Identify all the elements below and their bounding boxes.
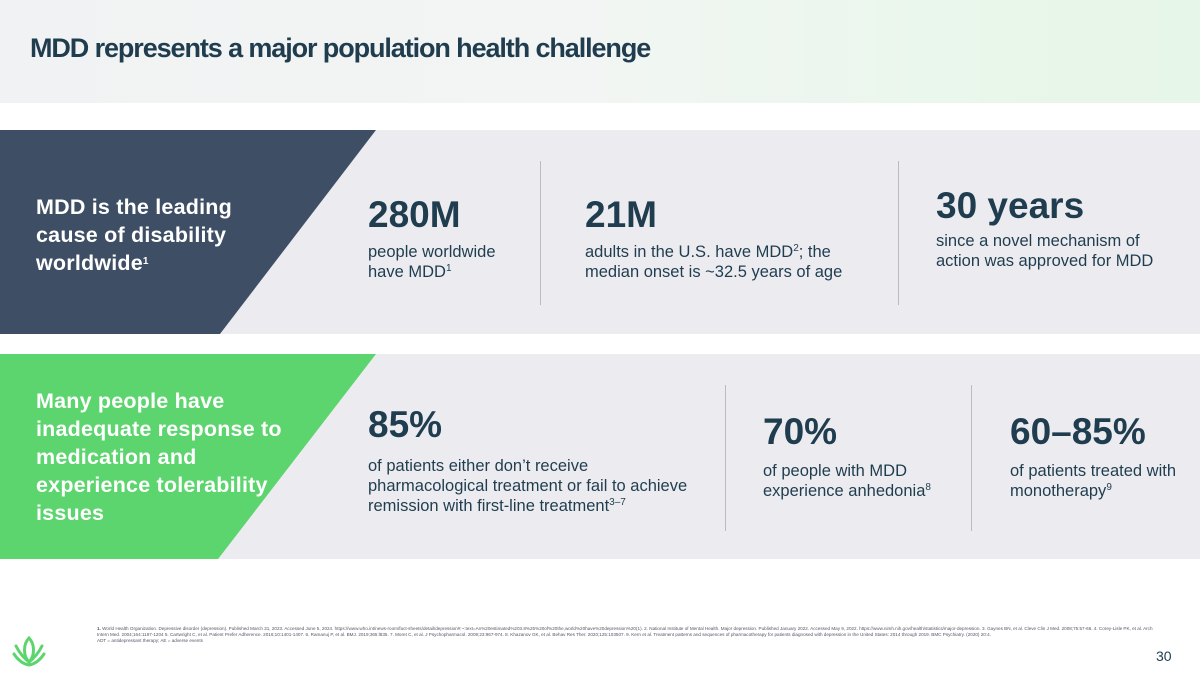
stat-description: of people with MDD experience anhedonia8 xyxy=(763,462,931,500)
divider xyxy=(898,161,899,305)
divider xyxy=(725,385,726,531)
stats-band-disability: MDD is the leading cause of disability w… xyxy=(0,130,1200,334)
header-band xyxy=(0,0,1200,103)
stat-value: 85% xyxy=(368,404,443,445)
stat-description: adults in the U.S. have MDD2; the median… xyxy=(585,243,843,281)
stat-85-percent: 85% of patients either don’t receive pha… xyxy=(368,404,708,516)
page-title: MDD represents a major population health… xyxy=(30,33,651,63)
references: 1. World Health Organization. Depressive… xyxy=(97,626,1153,637)
divider xyxy=(971,385,972,531)
stat-280m: 280M people worldwide have MDD1 xyxy=(368,194,528,282)
stat-30-years: 30 years since a novel mechanism of acti… xyxy=(936,185,1176,271)
stat-value: 21M xyxy=(585,194,657,235)
stat-value: 30 years xyxy=(936,185,1085,226)
banner-response-text: Many people have inadequate response to … xyxy=(36,389,282,525)
stat-description: of patients treated with monotherapy9 xyxy=(1010,462,1177,500)
stat-description: of patients either don’t receive pharmac… xyxy=(368,457,688,515)
stat-description: since a novel mechanism of action was ap… xyxy=(936,232,1154,270)
stat-value: 280M xyxy=(368,194,461,235)
stat-value: 60–85% xyxy=(1010,411,1146,452)
divider xyxy=(540,161,541,305)
banner-disability-text: MDD is the leading cause of disability w… xyxy=(36,195,232,275)
abbreviations: ADT = antidepressant therapy; AE = adver… xyxy=(97,638,203,643)
stat-21m: 21M adults in the U.S. have MDD2; the me… xyxy=(585,194,865,282)
stat-value: 70% xyxy=(763,411,838,452)
stat-description: people worldwide have MDD1 xyxy=(368,243,496,281)
stat-60-85-percent: 60–85% of patients treated with monother… xyxy=(1010,411,1190,501)
stats-band-response: Many people have inadequate response to … xyxy=(0,354,1200,559)
leaf-circle-logo-icon xyxy=(12,635,46,667)
stat-70-percent: 70% of people with MDD experience anhedo… xyxy=(763,411,963,501)
footnotes: 1. World Health Organization. Depressive… xyxy=(97,626,1157,644)
page-number: 30 xyxy=(1156,648,1172,664)
